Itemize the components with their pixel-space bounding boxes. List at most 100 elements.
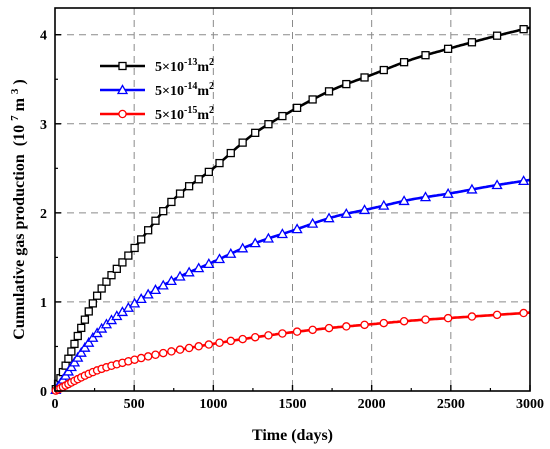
legend-item-1: 5×10-14m2: [100, 81, 214, 99]
data-point: [421, 315, 430, 324]
legend-marker: [118, 61, 127, 71]
data-point: [342, 79, 351, 89]
data-point: [292, 327, 302, 336]
data-point: [203, 258, 215, 268]
data-point: [519, 25, 528, 34]
legend-label: 5×10-13m2: [155, 57, 214, 75]
data-point: [467, 312, 477, 321]
data-point: [144, 226, 153, 235]
legend-label-base: 5×10: [155, 60, 184, 75]
data-point: [184, 182, 194, 191]
data-point: [492, 31, 502, 40]
data-point: [278, 329, 287, 338]
legend-label-unit: m: [197, 84, 209, 99]
data-point: [137, 235, 146, 244]
data-point: [238, 138, 247, 147]
data-point: [112, 264, 121, 273]
data-point: [159, 207, 168, 216]
data-point: [75, 346, 87, 357]
data-point: [292, 103, 302, 113]
data-point: [193, 262, 205, 273]
data-point: [264, 120, 273, 129]
series-layer: [50, 25, 531, 395]
data-point: [151, 350, 160, 360]
data-point: [194, 342, 203, 351]
data-point: [307, 217, 319, 228]
y-tick-label: 1: [40, 296, 47, 311]
data-point: [83, 336, 95, 347]
y-axis-title-main: Cumulative gas production: [11, 154, 28, 340]
data-point: [442, 187, 454, 198]
x-tick-label: 3000: [516, 397, 544, 412]
data-point: [167, 347, 176, 356]
data-point: [79, 341, 91, 352]
y-axis-unit-exp2: 3: [9, 88, 21, 94]
data-point: [443, 44, 453, 53]
data-point: [225, 247, 237, 258]
data-point: [226, 336, 236, 346]
data-point: [519, 308, 528, 318]
y-axis-unit-mid: m: [11, 97, 28, 111]
data-point: [238, 334, 247, 344]
data-point: [324, 87, 334, 96]
legend-item-2: 5×10-15m2: [100, 105, 214, 123]
data-point: [379, 65, 388, 75]
data-point: [124, 251, 133, 260]
data-point: [308, 95, 317, 104]
data-point: [358, 204, 371, 215]
data-point: [379, 318, 389, 328]
data-point: [278, 111, 287, 121]
x-tick-label: 1000: [199, 397, 227, 412]
legend-label-unit-exp: 2: [209, 57, 214, 68]
data-point: [151, 216, 160, 225]
legend-marker: [118, 109, 127, 119]
data-point: [183, 266, 195, 277]
data-point: [67, 347, 76, 356]
data-point: [421, 51, 430, 60]
data-point: [70, 339, 79, 349]
legend-marker: [116, 84, 129, 95]
data-point: [204, 340, 214, 349]
data-point: [102, 277, 111, 286]
data-point: [342, 322, 351, 331]
y-tick-label: 2: [40, 207, 47, 222]
y-tick-label: 4: [40, 29, 47, 44]
data-point: [262, 232, 275, 243]
legend-label-base: 5×10: [155, 84, 184, 99]
data-point: [398, 195, 410, 206]
legend-label-exp: -14: [184, 81, 197, 92]
data-point: [194, 175, 203, 184]
data-point: [276, 228, 288, 239]
data-point: [443, 313, 453, 323]
data-point: [323, 212, 335, 223]
data-point: [143, 352, 153, 361]
axes: 0 500 1000 1500 2000 2500 3000 0 1 2 3 4: [40, 7, 544, 412]
data-point: [324, 323, 334, 333]
data-point: [72, 351, 84, 362]
y-tick-label: 3: [40, 118, 47, 133]
data-point: [184, 343, 194, 353]
data-point: [340, 207, 352, 218]
data-point: [92, 291, 102, 300]
data-point: [97, 284, 106, 293]
legend-label-base: 5×10: [155, 108, 184, 123]
data-point: [215, 158, 224, 168]
legend-label-exp: -13: [184, 57, 197, 68]
data-point: [64, 354, 73, 363]
x-tick-label: 1500: [279, 397, 307, 412]
data-point: [204, 167, 213, 177]
data-point: [466, 183, 478, 194]
legend-label-unit-exp: 2: [209, 105, 214, 116]
data-point: [399, 316, 409, 326]
data-point: [226, 148, 235, 158]
legend-item-0: 5×10-13m2: [100, 57, 214, 75]
data-point: [68, 356, 81, 367]
x-axis-title: Time (days): [252, 427, 333, 444]
legend-label-unit: m: [197, 60, 209, 75]
data-point: [77, 323, 86, 333]
x-tick-label: 500: [124, 397, 145, 412]
data-point: [167, 197, 176, 207]
y-axis-unit-close: ): [11, 79, 28, 84]
